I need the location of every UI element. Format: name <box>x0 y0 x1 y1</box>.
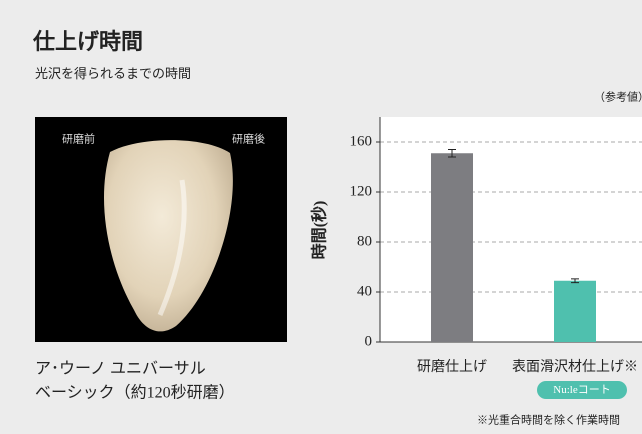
before-label: 研磨前 <box>62 132 95 146</box>
footnote: ※光重合時間を除く作業時間 <box>477 413 620 427</box>
product-name: ア･ウーノ ユニバーサル <box>35 360 206 378</box>
bar <box>431 153 473 342</box>
bar <box>554 280 596 342</box>
badge <box>537 381 627 399</box>
x-tick-label: 研磨仕上げ <box>417 359 487 375</box>
badge-text: Nu:leコート <box>553 384 610 396</box>
title: 仕上げ時間 <box>32 29 143 54</box>
y-tick-label: 120 <box>350 183 373 199</box>
y-tick-label: 160 <box>350 133 373 149</box>
y-axis-label: 時間(秒) <box>310 201 329 260</box>
product-name: ベーシック（約120秒研磨） <box>35 384 235 402</box>
tooth <box>103 140 233 332</box>
subtitle: 光沢を得られるまでの時間 <box>35 66 191 81</box>
y-tick-label: 40 <box>357 283 372 299</box>
tooth-shine <box>157 179 187 316</box>
error-bar <box>571 278 579 284</box>
y-tick-label: 80 <box>357 233 372 249</box>
y-tick-label: 0 <box>365 333 373 349</box>
plot-area <box>380 117 642 342</box>
note: （参考値） <box>594 90 642 104</box>
after-label: 研磨後 <box>232 132 265 146</box>
error-bar <box>448 149 456 158</box>
x-tick-label: 表面滑沢材仕上げ※ <box>512 358 638 375</box>
